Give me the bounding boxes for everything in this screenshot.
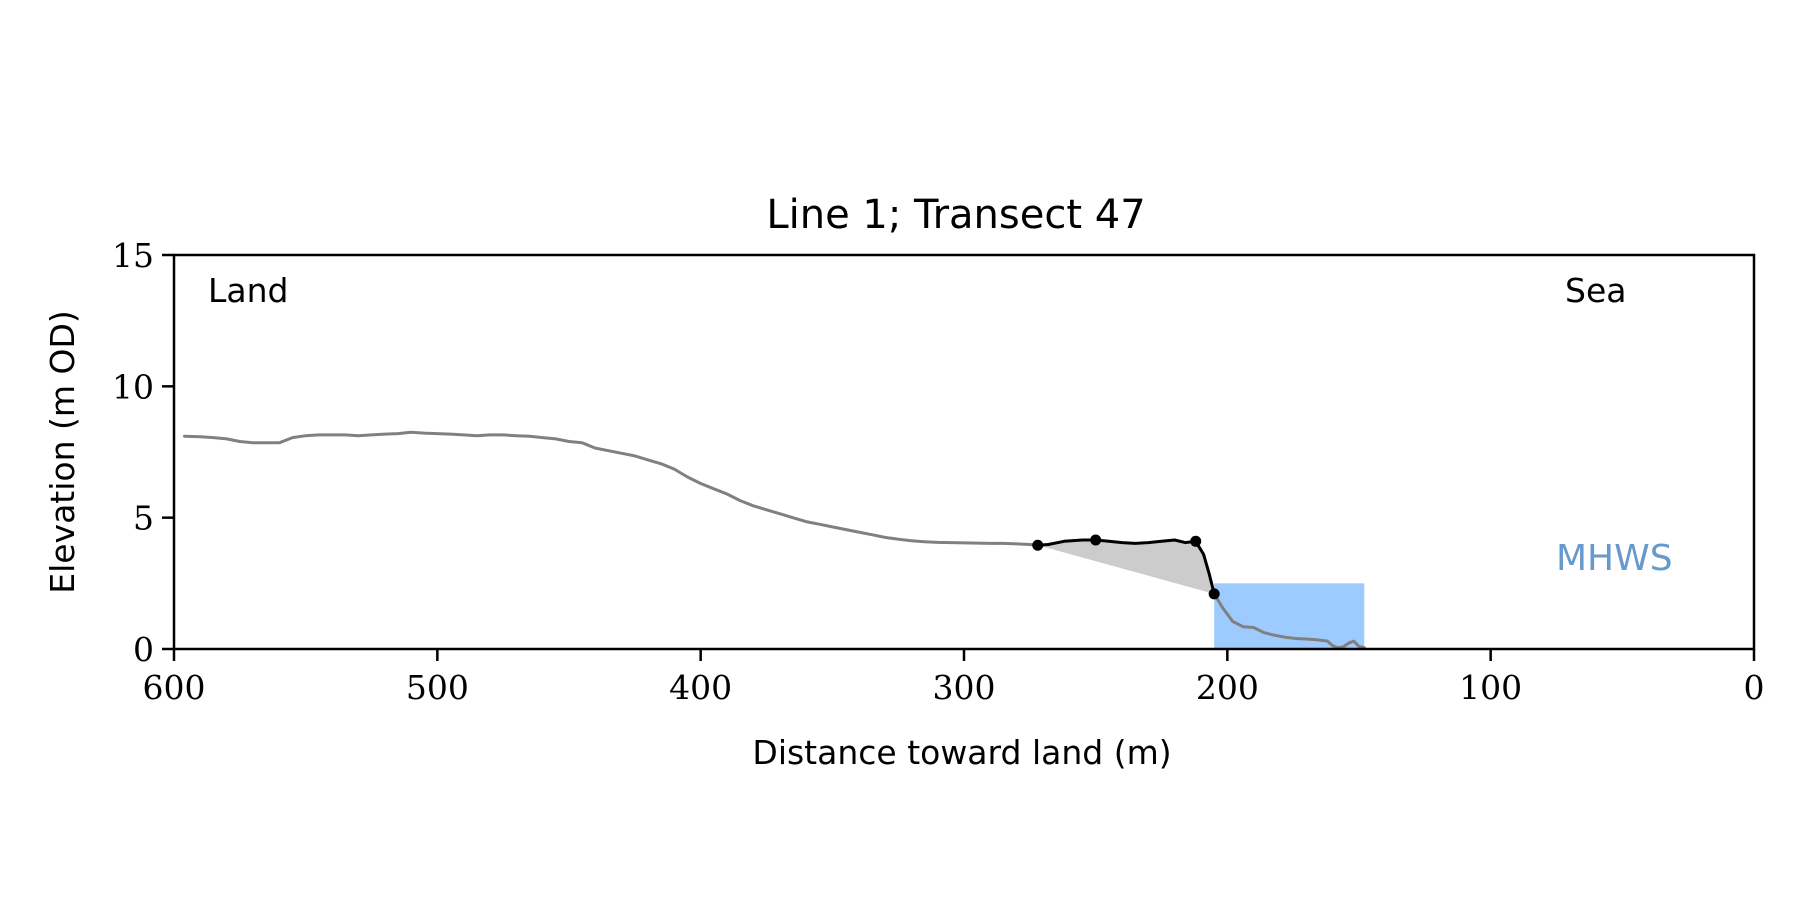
x-tick-label: 100 — [1459, 668, 1522, 707]
x-tick-label: 600 — [143, 668, 206, 707]
y-tick-label: 15 — [112, 236, 154, 275]
plot-frame — [172, 253, 1756, 651]
feature-marker — [1208, 588, 1220, 600]
feature-marker — [1032, 539, 1044, 551]
feature-fill-area — [1037, 539, 1215, 594]
land-label: Land — [208, 271, 288, 310]
x-tick-label: 500 — [406, 668, 469, 707]
sea-label: Sea — [1565, 271, 1626, 310]
feature-marker — [1190, 535, 1202, 547]
x-tick-label: 0 — [1744, 668, 1765, 707]
y-tick-label: 0 — [133, 630, 154, 669]
profile-line-seaward — [1212, 592, 1366, 650]
mhws-label: MHWS — [1556, 538, 1673, 579]
x-tick-label: 400 — [669, 668, 732, 707]
feature-line — [1036, 538, 1216, 596]
profile-line-landward — [183, 430, 1040, 547]
x-axis-label: Distance toward land (m) — [752, 733, 1171, 772]
plot-area — [183, 430, 1366, 650]
x-tick-label: 300 — [933, 668, 996, 707]
x-tick-label: 200 — [1196, 668, 1259, 707]
chart-title: Line 1; Transect 47 — [766, 192, 1145, 238]
y-axis-label: Elevation (m OD) — [43, 310, 82, 594]
feature-marker — [1090, 534, 1102, 546]
x-axis: 600 500 400 300 200 100 0 — [143, 649, 1765, 707]
y-axis: 0 5 10 15 — [112, 236, 174, 669]
y-tick-label: 5 — [133, 499, 154, 538]
y-tick-label: 10 — [112, 367, 154, 406]
